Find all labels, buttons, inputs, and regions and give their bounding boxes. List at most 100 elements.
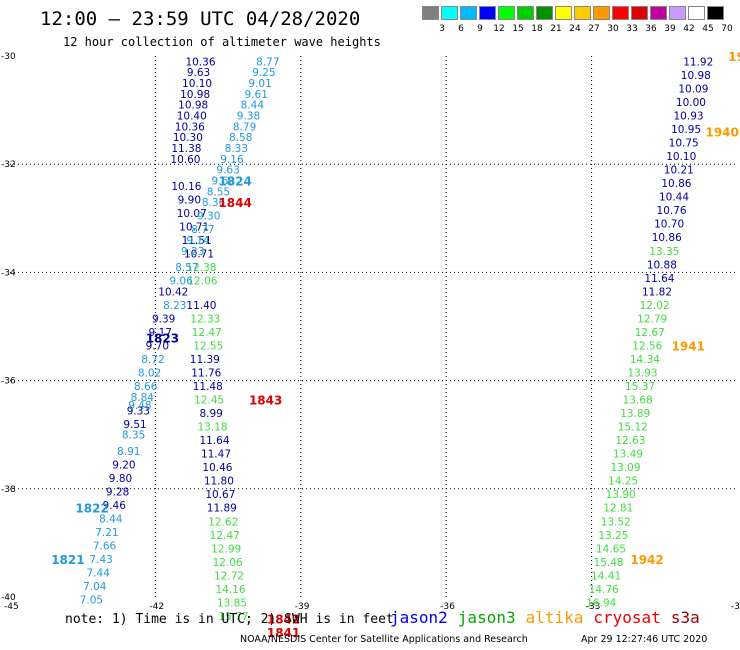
wave-height-value: 8.44 bbox=[241, 100, 265, 112]
scale-swatch bbox=[593, 6, 610, 20]
wave-height-value: 9.23 bbox=[181, 246, 204, 258]
wave-height-value: 13.09 bbox=[610, 462, 640, 474]
wave-height-value: 11.64 bbox=[199, 435, 229, 447]
page-subtitle: 12 hour collection of altimeter wave hei… bbox=[63, 35, 381, 49]
lat-tick-label: -38 bbox=[1, 485, 16, 495]
scale-label: 42 bbox=[683, 24, 695, 34]
wave-height-value: 10.70 bbox=[654, 219, 684, 231]
lon-tick-label: -42 bbox=[149, 602, 164, 612]
pass-time-label: 1942 bbox=[630, 553, 663, 567]
wave-height-value: 13.49 bbox=[613, 449, 643, 461]
wave-height-value: 14.25 bbox=[608, 476, 638, 488]
wave-height-value: 9.39 bbox=[152, 313, 175, 325]
wave-height-value: 8.91 bbox=[117, 446, 140, 458]
scale-label: 33 bbox=[626, 24, 638, 34]
wave-height-value: 10.44 bbox=[659, 192, 689, 204]
lat-tick-label: -40 bbox=[1, 593, 16, 603]
scale-swatch bbox=[688, 6, 705, 20]
wave-height-value: 12.55 bbox=[193, 340, 223, 352]
wave-height-value: 11.82 bbox=[642, 286, 672, 298]
wave-height-value: 8.72 bbox=[141, 354, 164, 366]
wave-height-value: 10.36 bbox=[175, 121, 205, 133]
scale-swatch bbox=[555, 6, 572, 20]
wave-height-value: 8.84 bbox=[131, 392, 155, 404]
wave-height-value: 9.90 bbox=[178, 194, 201, 206]
scale-label: 18 bbox=[531, 24, 543, 34]
wave-height-value: 10.71 bbox=[184, 248, 214, 260]
wave-height-value: 14.76 bbox=[589, 584, 619, 596]
wave-height-value: 10.75 bbox=[669, 138, 699, 150]
wave-height-value: 13.93 bbox=[627, 367, 657, 379]
wave-height-value: 12.81 bbox=[603, 503, 633, 515]
scale-label: 12 bbox=[493, 24, 505, 34]
wave-height-value: 8.77 bbox=[256, 56, 279, 68]
wave-height-value: 7.43 bbox=[89, 554, 112, 566]
wave-height-value: 9.28 bbox=[106, 487, 129, 499]
wave-height-value: 15.37 bbox=[625, 381, 655, 393]
scale-label: 36 bbox=[645, 24, 657, 34]
pass-time-label: 19 bbox=[728, 50, 740, 64]
lon-tick-label: -30 bbox=[731, 602, 740, 612]
wave-height-value: 16.94 bbox=[586, 597, 616, 609]
wave-height-value: 13.90 bbox=[606, 489, 636, 501]
scale-label: 3 bbox=[439, 24, 445, 34]
satellite-legend: jason2 jason3 altika cryosat s3a bbox=[390, 608, 710, 627]
scale-label: 30 bbox=[607, 24, 619, 34]
legend-cryosat: cryosat bbox=[593, 608, 661, 627]
wave-height-value: 9.61 bbox=[245, 89, 268, 101]
wave-height-value: 7.04 bbox=[83, 581, 107, 593]
wave-height-value: 13.25 bbox=[598, 530, 628, 542]
wave-height-value: 11.48 bbox=[193, 381, 223, 393]
wave-height-value: 11.47 bbox=[201, 449, 231, 461]
lat-tick-label: -30 bbox=[1, 52, 16, 62]
wave-height-value: 9.60 bbox=[212, 175, 235, 187]
wave-height-value: 8.02 bbox=[138, 367, 161, 379]
pass-time-label: 1824 bbox=[218, 174, 251, 188]
wave-height-value: 10.98 bbox=[681, 70, 711, 82]
wave-height-value: 12.47 bbox=[210, 530, 240, 542]
scale-swatch bbox=[498, 6, 515, 20]
wave-height-value: 10.95 bbox=[671, 124, 701, 136]
wave-height-value: 9.17 bbox=[149, 327, 172, 339]
pass-time-label: 1844 bbox=[218, 196, 251, 210]
scale-swatch bbox=[574, 6, 591, 20]
wave-height-value: 9.30 bbox=[197, 211, 220, 223]
wave-height-value: 11.51 bbox=[182, 235, 212, 247]
wave-height-value: 12.63 bbox=[615, 435, 645, 447]
wave-height-value: 11.76 bbox=[191, 367, 221, 379]
wave-height-value: 15.48 bbox=[594, 557, 624, 569]
wave-height-value: 12.33 bbox=[190, 313, 220, 325]
legend-s3a: s3a bbox=[670, 608, 700, 627]
wave-height-value: 7.05 bbox=[80, 595, 103, 607]
scale-swatch bbox=[460, 6, 477, 20]
wave-height-value: 12.72 bbox=[214, 570, 244, 582]
wave-height-value: 9.80 bbox=[109, 473, 132, 485]
lat-tick-label: -36 bbox=[1, 377, 16, 387]
wave-height-value: 9.46 bbox=[103, 500, 127, 512]
scale-label: 21 bbox=[550, 24, 562, 34]
wave-height-value: 10.86 bbox=[661, 178, 691, 190]
scale-label: 39 bbox=[664, 24, 676, 34]
pass-time-label: 1940 bbox=[705, 126, 738, 140]
pass-time-label: 1841 bbox=[267, 626, 300, 640]
scale-swatch bbox=[479, 6, 496, 20]
page-title: 12:00 — 23:59 UTC 04/28/2020 bbox=[40, 8, 361, 30]
lon-tick-label: -33 bbox=[586, 602, 601, 612]
wave-height-value: 9.16 bbox=[220, 154, 244, 166]
wave-height-value: 10.30 bbox=[173, 132, 203, 144]
lon-tick-label: -45 bbox=[4, 602, 19, 612]
wave-height-value: 11.89 bbox=[207, 503, 237, 515]
wave-height-value: 10.10 bbox=[666, 151, 696, 163]
scale-swatch bbox=[669, 6, 686, 20]
wave-height-value: 11.38 bbox=[171, 143, 201, 155]
wave-height-value: 11.39 bbox=[190, 354, 220, 366]
wave-height-value: 11.64 bbox=[644, 273, 674, 285]
wave-height-value: 12.62 bbox=[208, 516, 238, 528]
scale-swatch bbox=[422, 6, 439, 20]
scale-swatch bbox=[650, 6, 667, 20]
wave-height-value: 9.51 bbox=[123, 419, 146, 431]
wave-height-value: 12.47 bbox=[192, 327, 222, 339]
wave-height-value: 10.16 bbox=[171, 181, 201, 193]
wave-height-value: 8.66 bbox=[134, 381, 158, 393]
